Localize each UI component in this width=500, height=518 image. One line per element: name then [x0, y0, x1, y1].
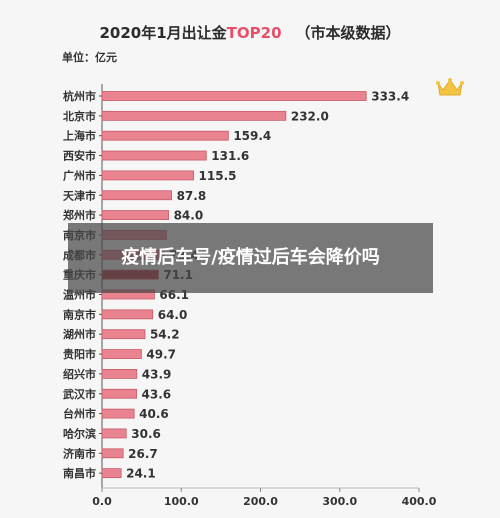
bar-3: [101, 150, 207, 161]
value-label: 43.9: [142, 367, 172, 381]
unit-label: 单位：亿元: [62, 51, 117, 64]
value-label: 30.6: [131, 427, 161, 441]
value-label: 40.6: [139, 407, 169, 421]
bar-0: [101, 91, 367, 101]
category-label: 西安市: [63, 149, 96, 163]
category-label: 济南市: [63, 446, 96, 460]
category-label: 台州市: [63, 407, 96, 421]
bar-13: [101, 349, 142, 359]
bar-15: [101, 388, 137, 399]
crown-icon: [436, 78, 464, 96]
value-label: 115.5: [199, 169, 237, 183]
x-tick-label: 400.0: [402, 495, 437, 508]
value-label: 131.6: [211, 149, 249, 163]
value-label: 333.4: [371, 90, 409, 104]
category-label: 上海市: [63, 129, 96, 143]
bar-19: [101, 468, 122, 479]
category-label: 郑州市: [63, 208, 96, 222]
category-label: 广州市: [63, 168, 96, 182]
category-label: 南昌市: [63, 466, 96, 480]
bar-18: [101, 448, 124, 459]
value-label: 43.6: [142, 387, 172, 401]
value-label: 84.0: [174, 209, 204, 223]
value-label: 64.0: [158, 308, 188, 322]
category-label: 哈尔滨: [63, 426, 96, 440]
bar-5: [101, 190, 172, 201]
category-label: 天津市: [63, 188, 96, 202]
bar-1: [101, 110, 287, 121]
value-label: 26.7: [128, 447, 158, 461]
value-label: 24.1: [126, 467, 156, 481]
bar-2: [101, 130, 229, 141]
x-tick-label: 0.0: [92, 495, 112, 508]
category-label: 湖州市: [63, 327, 96, 341]
bar-16: [101, 408, 135, 419]
category-label: 武汉市: [63, 387, 96, 401]
category-label: 北京市: [63, 109, 96, 123]
category-label: 绍兴市: [63, 367, 96, 381]
chart-title: 2020年1月出让金TOP20 （市本级数据）: [99, 24, 401, 42]
value-label: 54.2: [150, 328, 180, 342]
value-label: 232.0: [291, 109, 329, 123]
value-label: 49.7: [146, 348, 176, 362]
bar-12: [101, 329, 146, 340]
bar-4: [101, 170, 194, 181]
x-tick-label: 300.0: [322, 495, 357, 508]
bar-6: [101, 210, 169, 221]
value-label: 87.8: [177, 189, 207, 203]
value-label: 159.4: [233, 129, 271, 143]
category-label: 杭州市: [63, 89, 96, 103]
x-tick-label: 200.0: [243, 495, 278, 508]
overlay-banner: 疫情后车号/疫情过后车会降价吗: [68, 223, 433, 293]
x-tick-label: 100.0: [164, 495, 199, 508]
category-label: 南京市: [63, 307, 96, 321]
bar-17: [101, 428, 127, 439]
category-label: 贵阳市: [63, 347, 96, 361]
bar-14: [101, 368, 138, 379]
bar-11: [101, 309, 154, 320]
